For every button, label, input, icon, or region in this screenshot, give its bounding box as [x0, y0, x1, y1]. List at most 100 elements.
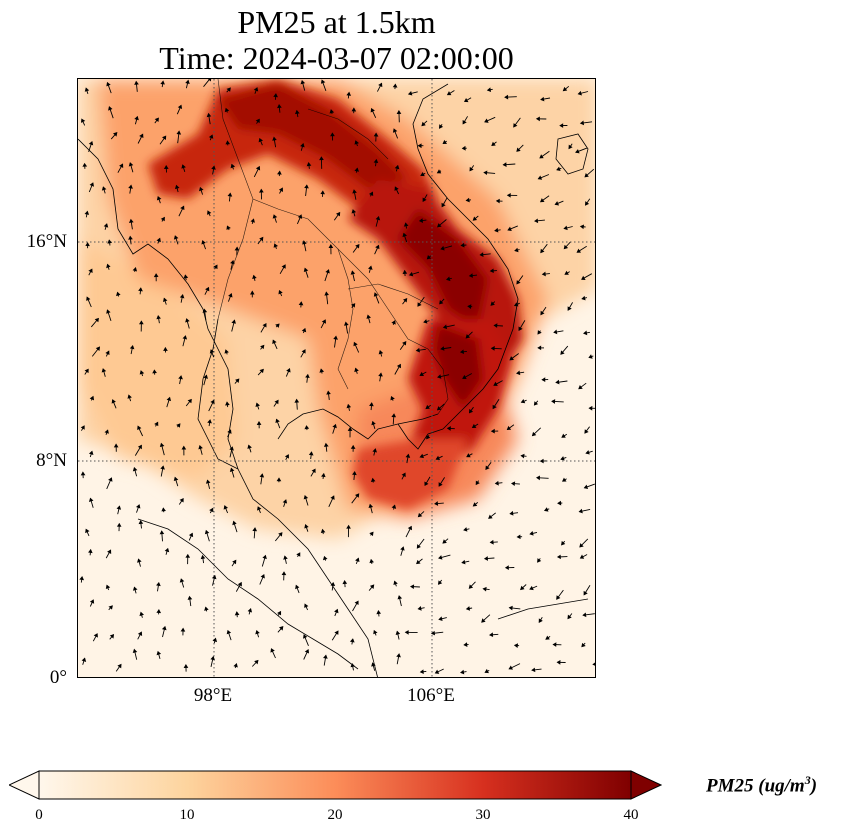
wind-arrow-head [509, 356, 514, 361]
wind-arrow-head [152, 369, 157, 374]
wind-arrow-head [86, 296, 91, 301]
wind-arrow-head [396, 110, 402, 114]
wind-arrow-head [277, 610, 282, 616]
wind-arrow-head [320, 79, 326, 84]
wind-arrow-head [128, 235, 133, 240]
wind-arrow-head [543, 507, 549, 512]
wind-arrow-head [529, 531, 534, 536]
wind-arrow-head [201, 240, 206, 245]
wind-arrow-head [579, 224, 585, 230]
wind-arrow-head [567, 614, 572, 620]
wind-arrow-head [207, 419, 212, 424]
wind-arrow-head [520, 453, 525, 459]
wind-arrow-head [371, 420, 376, 426]
wind-arrow-head [407, 525, 413, 531]
wind-arrow-head [278, 626, 284, 631]
wind-arrow-head [117, 663, 122, 669]
wind-arrow-head [319, 368, 325, 373]
wind-arrow-head [101, 186, 107, 191]
wind-arrow-head [375, 215, 381, 221]
wind-arrow-head [127, 394, 132, 399]
wind-arrow-head [259, 368, 264, 374]
wind-arrow-head [134, 80, 139, 85]
wind-arrow-head [212, 637, 218, 643]
wind-arrow-head [164, 547, 170, 553]
wind-arrow-head [490, 346, 495, 351]
wind-arrow-head [85, 242, 90, 247]
wind-arrow-head [426, 434, 431, 440]
wind-arrow-head [486, 87, 492, 93]
wind-arrow-head [350, 444, 356, 449]
wind-arrow-head [479, 252, 484, 257]
wind-arrow-head [250, 290, 255, 295]
wind-arrow-head [228, 292, 233, 298]
wind-arrow-head [103, 223, 109, 228]
wind-arrow-head [237, 581, 242, 587]
wind-arrow-head [159, 442, 165, 448]
wind-arrow-head [79, 576, 85, 581]
wind-arrow-head [138, 320, 144, 325]
wind-arrow-head [209, 507, 214, 513]
wind-arrow-head [156, 237, 161, 243]
wind-arrow-head [128, 218, 134, 223]
wind-arrow-head [274, 399, 279, 405]
wind-arrow-head [156, 195, 162, 201]
wind-arrow-head [324, 291, 329, 296]
wind-arrow-head [437, 223, 442, 228]
wind-arrow-head [493, 381, 498, 386]
wind-arrow-head [509, 510, 514, 516]
wind-arrow-head [585, 201, 590, 206]
wind-arrow-head [494, 480, 499, 486]
colorbar-gradient [38, 770, 632, 800]
wind-arrow-head [304, 523, 309, 529]
wind-arrow-head [107, 549, 112, 554]
wind-arrow-head [101, 368, 107, 373]
wind-arrow-head [255, 118, 260, 124]
wind-arrow-head [577, 90, 582, 96]
wind-arrow-head [137, 425, 142, 431]
colorbar-label: PM25 (ug/m3) [706, 773, 817, 797]
wind-arrow-head [391, 413, 397, 418]
wind-arrow-head [371, 662, 376, 667]
wind-arrow-head [469, 166, 474, 172]
wind-arrow-head [270, 648, 275, 653]
wind-arrow-head [373, 629, 378, 635]
wind-arrow-head [211, 165, 216, 170]
wind-arrow-head [468, 584, 474, 589]
wind-arrow-head [508, 605, 513, 611]
colorbar-max-extend [630, 770, 662, 800]
wind-arrow-head [185, 79, 190, 85]
wind-arrow-head [335, 211, 341, 217]
colorbar-tick-10: 10 [179, 807, 195, 823]
wind-arrow-head [161, 507, 166, 512]
wind-arrow-head [442, 539, 447, 544]
wind-arrow-head [111, 399, 116, 404]
wind-arrow-head [185, 318, 190, 323]
wind-arrow-head [247, 444, 252, 449]
wind-arrow-head [330, 132, 335, 137]
wind-arrow-head [177, 104, 183, 110]
wind-arrow-head [516, 280, 521, 285]
wind-arrow-head [575, 149, 580, 154]
wind-arrow-head [328, 244, 334, 248]
wind-arrow-head [277, 170, 282, 175]
wind-arrow-head [161, 625, 167, 631]
wind-arrow-head [537, 330, 542, 335]
wind-arrow-head [370, 477, 376, 482]
wind-arrow-head [294, 398, 300, 403]
wind-arrow-head [319, 156, 324, 161]
wind-arrow-head [353, 341, 358, 347]
wind-arrow-head [303, 267, 309, 272]
wind-arrow-head [465, 334, 471, 339]
wind-arrow-head [346, 524, 351, 529]
wind-arrow-head [132, 466, 138, 472]
wind-arrow-head [415, 347, 420, 353]
wind-arrow-head [226, 629, 232, 635]
wind-arrow-head [376, 610, 382, 615]
wind-arrow-head [504, 94, 509, 100]
wind-arrow-head [297, 214, 303, 219]
wind-arrow-head [262, 322, 267, 328]
wind-arrow-head [320, 528, 326, 533]
wind-arrow-head [579, 543, 584, 548]
wind-arrow-head [342, 580, 348, 585]
